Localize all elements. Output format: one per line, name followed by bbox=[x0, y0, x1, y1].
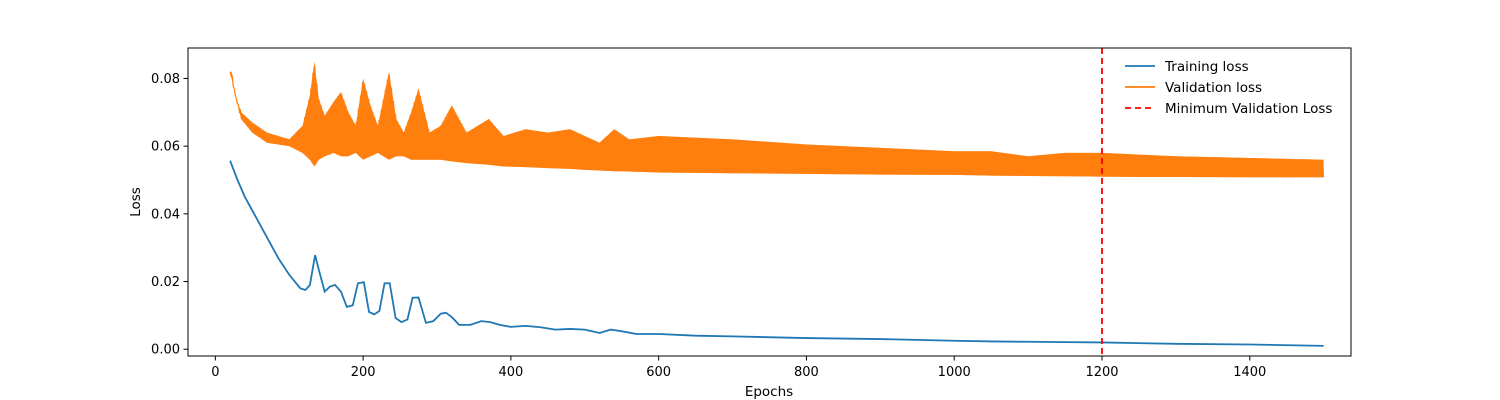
legend-label-minimum: Minimum Validation Loss bbox=[1165, 101, 1332, 117]
y-tick-label: 0.04 bbox=[151, 207, 180, 222]
x-tick-label: 200 bbox=[351, 365, 376, 380]
y-axis-ticks: 0.00 0.02 0.04 0.06 0.08 bbox=[151, 72, 188, 358]
x-axis-label: Epochs bbox=[745, 384, 793, 400]
x-tick-label: 800 bbox=[794, 365, 819, 380]
x-axis-ticks: 0 200 400 600 800 1000 1200 1400 bbox=[211, 356, 1266, 380]
y-tick-label: 0.00 bbox=[151, 343, 180, 358]
x-tick-label: 1200 bbox=[1085, 365, 1118, 380]
x-tick-label: 1000 bbox=[938, 365, 971, 380]
y-tick-label: 0.08 bbox=[151, 72, 180, 87]
validation-loss-line bbox=[229, 66, 1325, 178]
y-tick-label: 0.06 bbox=[151, 140, 180, 155]
legend-label-training: Training loss bbox=[1164, 59, 1249, 75]
x-tick-label: 400 bbox=[498, 365, 523, 380]
training-loss-line bbox=[229, 160, 1324, 347]
plot-frame bbox=[187, 47, 1352, 357]
legend-label-validation: Validation loss bbox=[1165, 80, 1262, 96]
legend: Training loss Validation loss Minimum Va… bbox=[1125, 59, 1332, 117]
y-axis-label: Loss bbox=[128, 187, 144, 217]
x-tick-label: 0 bbox=[211, 365, 219, 380]
y-tick-label: 0.02 bbox=[151, 275, 180, 290]
x-tick-label: 600 bbox=[646, 365, 671, 380]
x-tick-label: 1400 bbox=[1233, 365, 1266, 380]
